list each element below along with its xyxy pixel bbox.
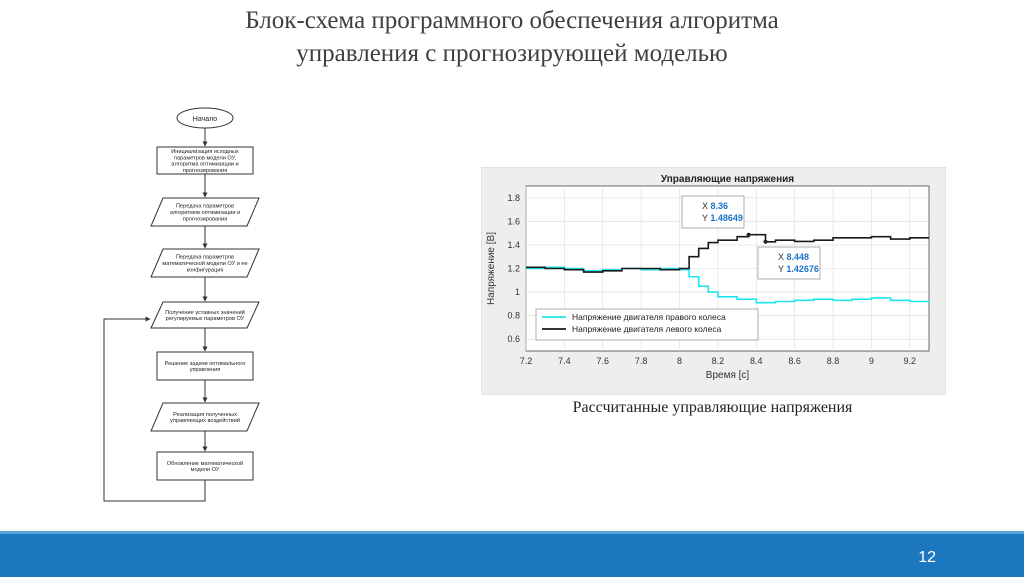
datatip-x-text: X 8.448 bbox=[778, 252, 809, 262]
flowchart-step-text: управляющих воздействий bbox=[170, 417, 240, 424]
y-tick-label: 1.8 bbox=[507, 193, 520, 203]
datatip-marker[interactable] bbox=[763, 239, 768, 244]
flowchart-loop-connector bbox=[103, 316, 206, 502]
flowchart-step-text: Передача параметров bbox=[176, 204, 234, 210]
flowchart-step-text: Решение задачи оптимального bbox=[165, 361, 246, 367]
flowchart-process-box bbox=[156, 451, 254, 481]
y-tick-label: 1 bbox=[515, 287, 520, 297]
chart-title: Управляющие напряжения bbox=[661, 174, 794, 185]
datatip-marker[interactable] bbox=[746, 232, 751, 237]
x-tick-label: 9 bbox=[869, 356, 874, 366]
x-tick-label: 7.8 bbox=[635, 356, 648, 366]
datatip-box bbox=[757, 246, 821, 280]
x-tick-label: 8 bbox=[677, 356, 682, 366]
flowchart-step-text: математической модели ОУ и ее bbox=[162, 260, 247, 267]
flowchart-step-text: Передача параметров bbox=[176, 255, 234, 261]
flowchart-step-text: алгоритмов оптимизации и bbox=[170, 210, 240, 216]
series-line-left-wheel bbox=[526, 233, 929, 273]
flowchart-start-label: Начало bbox=[193, 116, 217, 123]
flowchart-step-text: Обновление математической bbox=[167, 460, 243, 467]
x-tick-label: 9.2 bbox=[904, 356, 917, 366]
flowchart-process-box bbox=[156, 351, 254, 381]
voltage-chart: Управляющие напряжения 7.2 7.4 7.6 7.8 8 8.2 8.… bbox=[486, 174, 930, 381]
flowchart-process-box bbox=[156, 146, 254, 175]
footer-bar: 12 bbox=[0, 531, 1024, 577]
flowchart-step-text: алгоритма оптимизации и bbox=[171, 162, 238, 168]
flowchart-step-text: Инициализация исходных bbox=[171, 149, 239, 155]
datatip-y-text: Y 1.48649 bbox=[702, 213, 743, 223]
flowchart-step-text: модели ОУ bbox=[191, 467, 220, 473]
flowchart-step-text: управления bbox=[190, 367, 221, 373]
chart-panel: Управляющие напряжения 7.2 7.4 7.6 7.8 8 8.2 8.… bbox=[481, 167, 946, 395]
y-tick-label: 1.6 bbox=[507, 216, 520, 226]
chart-caption: Рассчитанные управляющие напряжения bbox=[572, 399, 853, 416]
y-axis-label: Напряжение [В] bbox=[486, 232, 497, 305]
flowchart-io-box bbox=[150, 248, 260, 278]
y-tick-label: 0.8 bbox=[507, 311, 520, 321]
page-number: 12 bbox=[918, 549, 936, 566]
x-tick-label: 8.4 bbox=[750, 356, 763, 366]
x-tick-label: 8.8 bbox=[827, 356, 840, 366]
legend-box bbox=[535, 308, 759, 341]
y-tick-label: 0.6 bbox=[507, 334, 520, 344]
datatip-x-text: X 8.36 bbox=[702, 201, 728, 211]
flowchart-step-text: параметров модели ОУ, bbox=[174, 155, 236, 161]
x-tick-label: 7.6 bbox=[597, 356, 610, 366]
flowchart-step-text: Получение уставных значений bbox=[165, 309, 245, 316]
datatip-box bbox=[681, 195, 745, 229]
slide-title: Блок-схема программного обеспечения алго… bbox=[0, 4, 1024, 70]
x-tick-label: 8.6 bbox=[788, 356, 801, 366]
y-tick-label: 1.2 bbox=[507, 264, 520, 274]
flowchart-io-box bbox=[150, 301, 260, 329]
x-axis-label: Время [с] bbox=[706, 370, 750, 381]
datatip-y-text: Y 1.42676 bbox=[778, 264, 819, 274]
legend-label: Напряжение двигателя правого колеса bbox=[572, 312, 726, 322]
x-tick-label: 7.4 bbox=[558, 356, 571, 366]
y-tick-label: 1.4 bbox=[507, 240, 520, 250]
x-tick-label: 7.2 bbox=[520, 356, 533, 366]
flowchart-io-box bbox=[150, 197, 260, 227]
flowchart-io-box bbox=[150, 402, 260, 432]
flowchart-step-text: прогнозирования bbox=[183, 216, 228, 222]
x-tick-label: 8.2 bbox=[712, 356, 725, 366]
flowchart-step-text: Реализация полученных bbox=[173, 412, 237, 418]
legend-label: Напряжение двигателя левого колеса bbox=[572, 324, 722, 334]
flowchart-step-text: конфигурация bbox=[187, 267, 224, 273]
slide-title-line-2: управления с прогнозирующей моделью bbox=[296, 40, 728, 67]
flowchart-step-text: прогнозирования bbox=[183, 168, 228, 174]
slide-title-line-1: Блок-схема программного обеспечения алго… bbox=[245, 7, 779, 34]
flowchart-step-text: регулируемых параметров ОУ bbox=[166, 316, 245, 322]
